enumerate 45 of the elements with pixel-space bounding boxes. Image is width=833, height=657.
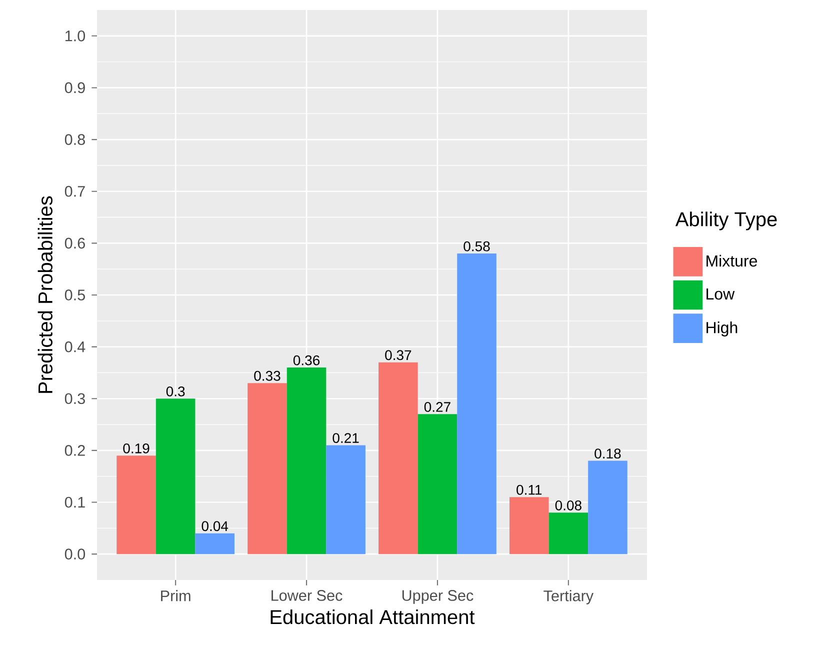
bar [248, 383, 287, 554]
x-tick-label: Upper Sec [402, 590, 474, 604]
y-tick-label: 1.0 [65, 30, 86, 42]
bar [195, 533, 235, 554]
bar [418, 414, 458, 554]
y-tick-label: 0.8 [64, 134, 85, 145]
y-tick-label: 0.6 [64, 238, 85, 249]
x-tick-label: Lower Sec [272, 590, 342, 601]
y-tick-label: 0.5 [64, 290, 85, 300]
legend-label: High [706, 322, 738, 336]
data-label: 0.08 [555, 500, 582, 510]
y-tick-label: 0.2 [64, 445, 85, 456]
data-label: 0.21 [332, 433, 359, 444]
data-label: 0.58 [464, 241, 490, 252]
data-label: 0.3 [166, 386, 185, 396]
y-tick-label: 0.1 [64, 496, 85, 508]
bar [156, 398, 196, 554]
y-tick-label: 0.0 [64, 548, 86, 560]
y-axis-title: Predicted Probabilities [38, 196, 52, 393]
legend-title: Ability Type [675, 212, 777, 230]
bar [588, 460, 628, 554]
bar [509, 497, 549, 554]
bar [286, 368, 326, 554]
data-label: 0.04 [202, 521, 228, 532]
x-tick-label: Tertiary [544, 590, 594, 604]
data-label: 0.37 [385, 350, 412, 360]
data-label: 0.33 [254, 370, 280, 381]
y-tick-label: 0.3 [64, 393, 85, 404]
bar [378, 362, 418, 554]
data-label: 0.11 [516, 484, 542, 495]
x-tick-label: Prim [161, 590, 190, 602]
legend-label: Mixture [706, 254, 757, 267]
bar [326, 445, 366, 554]
bar [457, 254, 496, 554]
data-label: 0.36 [293, 355, 320, 366]
y-tick-label: 0.9 [64, 82, 85, 94]
legend-label: Low [706, 288, 735, 300]
data-label: 0.27 [424, 402, 450, 412]
y-tick-label: 0.4 [64, 341, 86, 352]
data-label: 0.19 [123, 443, 150, 454]
data-label: 0.18 [594, 448, 621, 459]
bar [116, 456, 156, 554]
x-axis-title: Educational Attainment [270, 609, 475, 624]
bar [548, 512, 588, 554]
y-tick-label: 0.7 [64, 186, 85, 197]
